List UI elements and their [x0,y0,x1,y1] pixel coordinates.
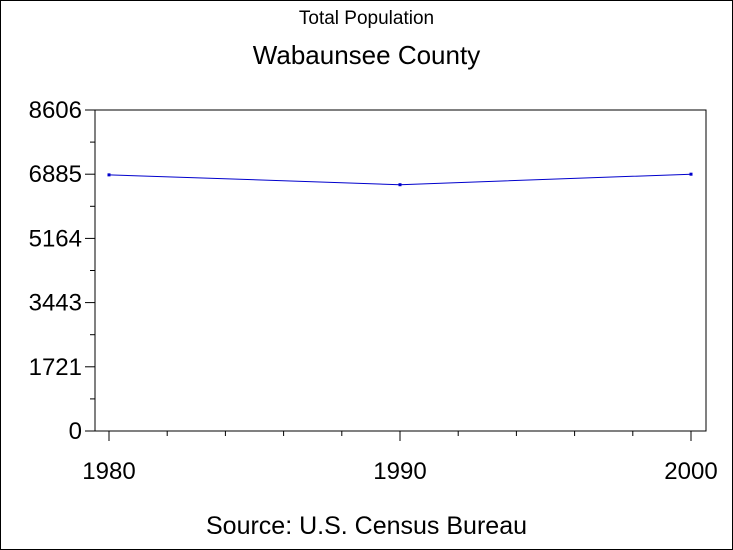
x-tick-label: 1980 [82,458,135,485]
y-tick-label: 1721 [29,354,82,381]
y-tick-label: 8606 [29,97,82,124]
y-tick-label: 3443 [29,290,82,317]
chart-title: Total Population [298,8,435,29]
x-tick-label: 1990 [373,458,426,485]
data-point [107,173,111,177]
data-point [398,183,402,187]
x-tick-label: 2000 [664,458,717,485]
x-axis: 1980 1990 2000 [82,431,718,485]
chart-subtitle: Wabaunsee County [252,40,481,70]
y-axis: 0 1721 3443 5164 6885 8606 [29,97,95,445]
series-layer [107,172,693,187]
plot-area [94,109,707,432]
series-line [108,173,692,186]
y-tick-label: 0 [69,418,82,445]
y-tick-label: 5164 [29,225,82,252]
data-point [689,172,693,176]
y-tick-label: 6885 [29,161,82,188]
source-note: Source: U.S. Census Bureau [206,512,527,540]
